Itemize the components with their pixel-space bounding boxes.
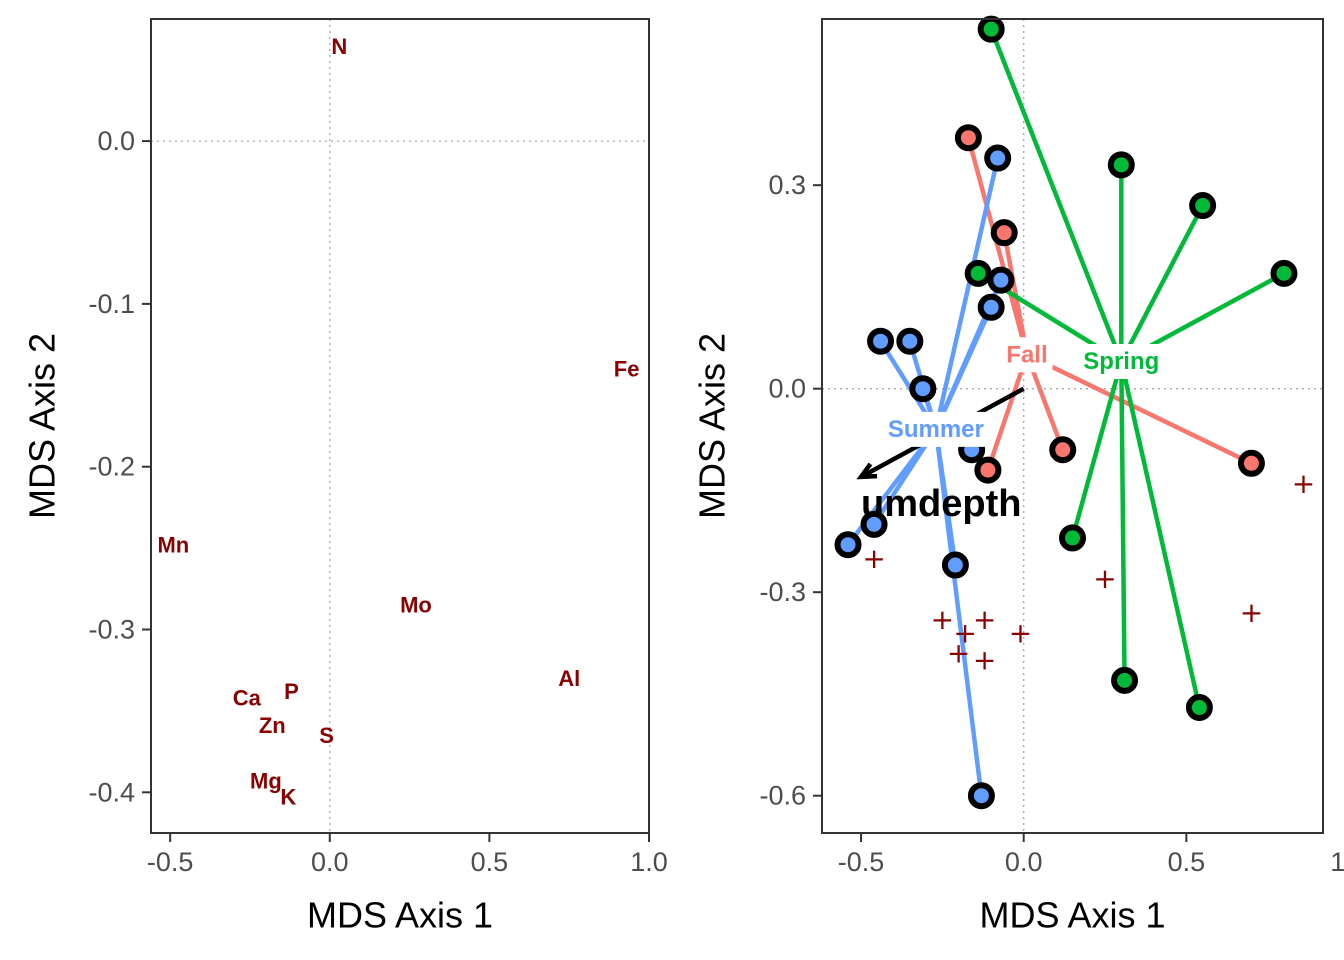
y-tick-label: -0.3 [88, 615, 135, 645]
y-tick-label: -0.3 [759, 577, 806, 607]
sample-point-fall-4 [974, 456, 1002, 484]
vector-arrow-head [856, 462, 878, 480]
y-tick-label: 0.0 [97, 126, 135, 156]
x-tick-label: -0.5 [838, 847, 885, 877]
species-point-10: + [973, 644, 996, 677]
sample-point-summer-8 [834, 531, 862, 559]
sample-point-summer-1 [987, 266, 1015, 294]
sample-point-spring-6 [1111, 666, 1139, 694]
group-label-text: Fall [1006, 341, 1047, 368]
left-panel: N Fe Mn Mo Al Ca P Zn S MgK -0.5 0.0 0.5 1.0 0.0 -0.1 -0… [22, 18, 668, 936]
right-panel: +++++++++++umdepthFallSpringSummer-0.50.… [692, 15, 1344, 936]
y-tick-label: -0.1 [88, 289, 135, 319]
species-label-mn: Mn [157, 532, 189, 557]
spider-line-spring-0 [988, 26, 1124, 364]
group-label-text: Summer [888, 416, 984, 443]
species-point-5: + [931, 603, 954, 636]
spider-line-spring-2 [1119, 203, 1205, 364]
spider-line-fall-4 [985, 352, 1030, 473]
spider-line-summer-10 [933, 427, 984, 798]
sample-point-fall-0 [954, 124, 982, 152]
sample-point-fall-3 [1237, 449, 1265, 477]
x-tick-label: 1.0 [630, 847, 668, 877]
group-label-box [1001, 337, 1053, 373]
spider-line-fall-0 [966, 135, 1030, 358]
spider-line-summer-2 [933, 305, 994, 432]
y-tick-label: -0.6 [759, 781, 806, 811]
x-tick-label: 1.0 [1330, 847, 1344, 877]
species-label-ca: Ca [233, 685, 262, 710]
spider-line-summer-0 [933, 155, 1000, 432]
species-point-3: + [1093, 562, 1116, 595]
sample-point-summer-10 [967, 782, 995, 810]
sample-point-spring-7 [1185, 694, 1213, 722]
panel-border [821, 18, 1324, 834]
panel-border [150, 18, 650, 834]
sample-point-spring-5 [1059, 524, 1086, 552]
species-point-7: + [953, 616, 976, 649]
x-tick-label: 0.0 [1005, 847, 1043, 877]
species-label-zn: Zn [259, 713, 286, 738]
species-point-9: + [947, 637, 970, 670]
group-label-summer: Summer [882, 411, 989, 447]
species-point-2: + [862, 542, 885, 575]
sample-point-spring-3 [1270, 259, 1298, 287]
x-tick-label: 0.5 [1168, 847, 1206, 877]
y-tick-label: -0.2 [88, 452, 135, 482]
x-tick-label: 0.5 [471, 847, 509, 877]
species-point-4: + [1240, 596, 1263, 629]
sample-point-summer-3 [867, 327, 895, 355]
species-point-1: + [1292, 467, 1315, 500]
species-label-mg: Mg [250, 768, 282, 793]
sample-point-fall-1 [990, 219, 1018, 247]
y-axis-title: MDS Axis 2 [22, 333, 63, 519]
sample-point-summer-0 [984, 144, 1012, 172]
group-label-box [1078, 344, 1165, 380]
sample-point-summer-2 [977, 293, 1005, 321]
y-tick-label: -0.4 [88, 777, 135, 807]
sample-point-spring-2 [1189, 192, 1217, 220]
spider-line-spring-6 [1119, 359, 1127, 683]
group-label-fall: Fall [1001, 337, 1053, 373]
spider-line-spring-7 [1119, 359, 1202, 710]
sample-point-fall-2 [1049, 436, 1077, 464]
species-label-al: Al [558, 666, 580, 691]
species-point-8: + [1009, 616, 1032, 649]
species-label-s: S [319, 723, 334, 748]
sample-point-summer-5 [909, 375, 937, 403]
spider-line-fall-1 [1001, 230, 1030, 358]
species-label-k: K [280, 785, 296, 810]
species-label-fe: Fe [614, 357, 640, 382]
sample-point-spring-0 [977, 15, 1005, 43]
sample-point-summer-4 [896, 327, 924, 355]
spider-line-spring-5 [1070, 359, 1124, 541]
vector-label: umdepth [861, 483, 1021, 525]
species-label-n: N [331, 34, 347, 59]
species-label-p: P [284, 679, 299, 704]
sample-point-summer-9 [941, 551, 969, 579]
x-tick-label: 0.0 [311, 847, 349, 877]
sample-point-spring-1 [1107, 151, 1135, 179]
sample-point-summer-7 [860, 510, 888, 538]
sample-point-spring-4 [964, 259, 992, 287]
spider-line-fall-3 [1024, 352, 1254, 466]
group-label-text: Spring [1083, 348, 1159, 375]
group-label-spring: Spring [1078, 344, 1165, 380]
x-axis-title: MDS Axis 1 [307, 895, 493, 936]
group-label-box [882, 411, 989, 447]
y-axis-title: MDS Axis 2 [692, 333, 733, 519]
x-axis-title: MDS Axis 1 [979, 895, 1165, 936]
y-tick-label: 0.0 [768, 374, 806, 404]
y-tick-label: 0.3 [768, 170, 806, 200]
species-label-mo: Mo [400, 593, 432, 618]
species-point-6: + [973, 603, 996, 636]
x-tick-label: -0.5 [147, 847, 194, 877]
